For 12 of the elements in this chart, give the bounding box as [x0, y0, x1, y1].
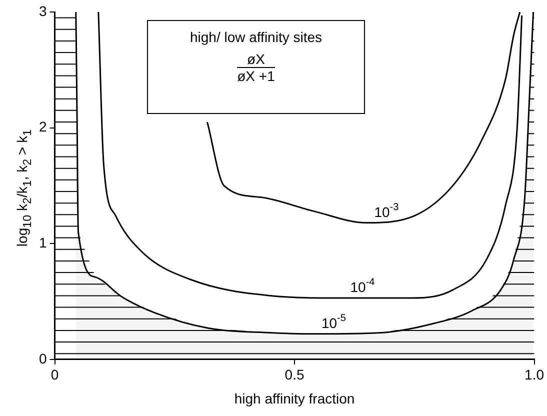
x-tick-label: 1.0 — [524, 366, 544, 383]
x-axis-title: high affinity fraction — [234, 390, 355, 406]
x-tick-label: 0.5 — [284, 366, 304, 383]
annotation: øX +1 — [237, 68, 275, 84]
annotation: high/ low affinity sites — [188, 29, 324, 45]
line-series — [98, 12, 523, 299]
y-tick-label: 2 — [38, 118, 47, 135]
annotation: øX — [237, 51, 275, 68]
y-tick-label: 0 — [38, 350, 47, 366]
y-tick-label: 3 — [38, 2, 47, 19]
x-tick-label: 0 — [50, 366, 59, 383]
y-tick-label: 1 — [38, 234, 47, 250]
